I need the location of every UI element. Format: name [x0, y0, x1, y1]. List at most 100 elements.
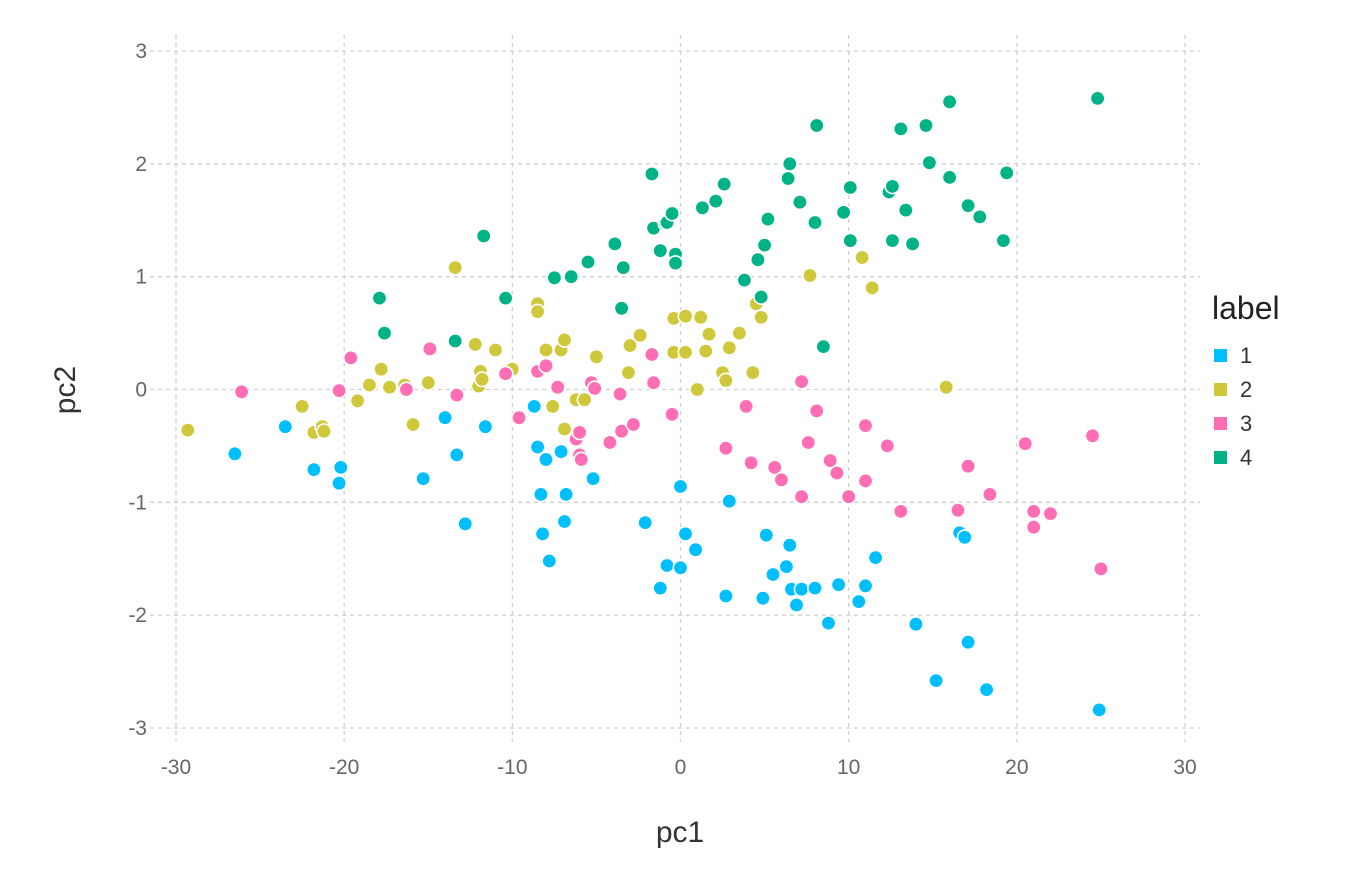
data-point-label-1 [558, 486, 575, 503]
legend: label 1 2 3 4 [1212, 290, 1280, 470]
data-point-label-1 [907, 616, 924, 633]
data-point-label-1 [415, 470, 432, 487]
data-point-label-1 [717, 587, 734, 604]
data-point-label-4 [563, 268, 580, 285]
data-point-label-4 [941, 169, 958, 186]
x-tick-label: -10 [497, 756, 527, 779]
data-point-label-4 [606, 235, 623, 252]
data-point-label-4 [497, 290, 514, 307]
data-point-label-1 [534, 525, 551, 542]
data-point-label-1 [1091, 701, 1108, 718]
data-point-label-3 [625, 416, 642, 433]
data-point-label-4 [652, 242, 669, 259]
data-point-label-1 [529, 438, 546, 455]
data-point-label-2 [801, 267, 818, 284]
data-point-label-1 [820, 615, 837, 632]
data-point-label-4 [615, 259, 632, 276]
data-point-label-1 [687, 541, 704, 558]
data-point-label-2 [447, 259, 464, 276]
data-point-label-3 [800, 434, 817, 451]
data-point-label-1 [331, 475, 348, 492]
data-point-label-3 [611, 385, 628, 402]
data-point-label-1 [788, 596, 805, 613]
data-point-label-3 [398, 381, 415, 398]
data-point-label-3 [586, 380, 603, 397]
y-tick-label: -2 [128, 604, 147, 627]
data-point-label-1 [956, 529, 973, 546]
data-point-label-3 [1042, 505, 1059, 522]
data-point-label-4 [643, 166, 660, 183]
data-point-label-2 [697, 343, 714, 360]
data-point-label-2 [487, 341, 504, 358]
data-point-label-4 [759, 211, 776, 228]
y-tick-label: -3 [128, 717, 147, 740]
data-point-label-3 [643, 346, 660, 363]
x-tick-label: 10 [837, 756, 860, 779]
data-point-label-4 [667, 255, 684, 272]
data-point-label-1 [556, 513, 573, 530]
data-point-label-3 [1017, 435, 1034, 452]
data-point-label-3 [1092, 560, 1109, 577]
data-point-label-2 [677, 344, 694, 361]
data-point-label-4 [921, 154, 938, 171]
data-point-label-3 [233, 383, 250, 400]
data-point-label-1 [672, 478, 689, 495]
data-point-label-1 [477, 418, 494, 435]
data-point-label-3 [645, 374, 662, 391]
data-point-label-4 [842, 232, 859, 249]
data-point-label-1 [448, 446, 465, 463]
data-point-label-4 [904, 235, 921, 252]
data-point-label-2 [556, 331, 573, 348]
data-point-label-2 [373, 361, 390, 378]
data-point-label-4 [897, 202, 914, 219]
data-point-label-3 [773, 471, 790, 488]
data-point-label-1 [277, 418, 294, 435]
data-point-label-1 [857, 577, 874, 594]
data-point-label-1 [677, 525, 694, 542]
data-point-label-2 [632, 327, 649, 344]
data-point-label-2 [556, 420, 573, 437]
data-point-label-1 [332, 459, 349, 476]
data-point-label-4 [749, 251, 766, 268]
data-point-label-3 [981, 486, 998, 503]
data-point-label-4 [716, 176, 733, 193]
y-tick-label: -1 [128, 491, 147, 514]
data-point-label-3 [1084, 427, 1101, 444]
legend-label-2: 2 [1240, 377, 1252, 402]
data-point-label-4 [884, 178, 901, 195]
data-point-label-4 [971, 208, 988, 225]
data-point-label-4 [371, 290, 388, 307]
data-point-label-3 [421, 340, 438, 357]
data-point-label-4 [1089, 90, 1106, 107]
data-point-label-3 [601, 434, 618, 451]
data-point-label-3 [1025, 519, 1042, 536]
data-point-label-3 [511, 409, 528, 426]
data-point-label-1 [526, 398, 543, 415]
data-point-label-2 [620, 364, 637, 381]
data-point-label-4 [781, 155, 798, 172]
data-point-label-3 [960, 458, 977, 475]
data-point-label-2 [677, 308, 694, 325]
data-point-label-1 [305, 461, 322, 478]
data-point-label-1 [437, 409, 454, 426]
data-point-label-2 [854, 249, 871, 266]
data-point-label-3 [840, 488, 857, 505]
data-point-label-2 [467, 336, 484, 353]
data-point-label-3 [664, 406, 681, 423]
data-point-label-3 [743, 454, 760, 471]
data-point-label-1 [672, 559, 689, 576]
x-axis-ticks: -30 -20 -10 0 10 20 30 [161, 756, 1197, 779]
data-point-label-1 [652, 580, 669, 597]
y-axis-ticks: -3 -2 -1 0 1 2 3 [128, 40, 147, 740]
legend-label-1: 1 [1240, 343, 1252, 368]
data-point-label-3 [822, 452, 839, 469]
data-point-label-3 [573, 451, 590, 468]
data-point-label-3 [613, 423, 630, 440]
data-point-label-1 [778, 558, 795, 575]
x-axis-title: pc1 [656, 816, 704, 849]
data-point-label-4 [998, 164, 1015, 181]
data-point-label-2 [420, 374, 437, 391]
data-point-label-4 [475, 228, 492, 245]
x-tick-label: 30 [1173, 756, 1196, 779]
data-point-label-1 [928, 672, 945, 689]
